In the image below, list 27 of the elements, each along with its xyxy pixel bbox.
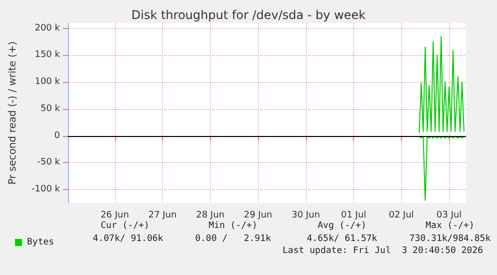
text: Cur (-/+) [100, 221, 150, 231]
text: Min (-/+) [208, 221, 258, 231]
y-tick-label: 50 k [40, 104, 61, 114]
legend-label: Bytes [27, 238, 54, 248]
text: Max (-/+) [426, 221, 474, 231]
y-tick-label: 200 k [34, 23, 61, 34]
x-tick-label: 02 Jul [388, 210, 414, 220]
x-tick-label: 26 Jun [100, 210, 129, 220]
text: 4.07k/ 91.06k [92, 234, 164, 244]
text: 0.00 / 2.91k [195, 234, 272, 244]
x-tick-label: 29 Jun [244, 210, 272, 220]
x-tick-label: 30 Jun [292, 210, 320, 220]
y-tick-label: 100 k [34, 77, 61, 88]
y-tick-label: -100 k [32, 184, 61, 195]
y-tick-label: 150 k [34, 50, 61, 60]
y-tick-label: -50 k [37, 158, 61, 168]
x-tick-label: 28 Jun [196, 210, 224, 220]
text: Avg (-/+) [318, 221, 366, 231]
text: 730.31k/984.85k [409, 234, 492, 244]
text: Last update: Fri Jul 3 20:40:50 2026 [282, 246, 483, 256]
y-tick-label: 0 [54, 130, 60, 141]
x-tick-label: 27 Jun [148, 210, 177, 220]
y-axis-title: Pr second read (-) / write (+) [8, 41, 18, 185]
x-tick-label: 01 Jul [340, 210, 366, 220]
chart-title: Disk throughput for /dev/sda - by week [131, 8, 366, 22]
x-tick-label: 03 Jul [436, 210, 462, 220]
text: 4.65k/ 61.57k [306, 234, 378, 244]
